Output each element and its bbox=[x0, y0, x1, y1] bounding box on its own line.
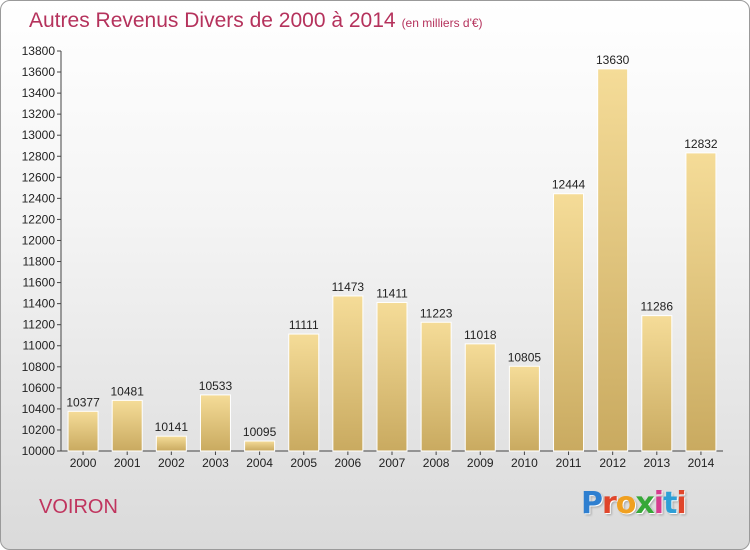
bar bbox=[464, 343, 496, 452]
y-tick-label: 11000 bbox=[23, 339, 56, 353]
chart-axes: 10000 10200 10400 10600 10800 11000 11200 11400… bbox=[22, 44, 723, 470]
y-tick-label: 11400 bbox=[23, 297, 56, 311]
bar bbox=[597, 68, 629, 452]
bar bbox=[155, 435, 187, 452]
bar bbox=[508, 365, 540, 452]
y-tick-label: 12600 bbox=[22, 170, 56, 184]
bar bbox=[332, 295, 364, 452]
x-tick-label: 2013 bbox=[643, 456, 670, 470]
y-tick-label: 10400 bbox=[22, 402, 56, 416]
y-tick-label: 10000 bbox=[22, 444, 56, 458]
x-tick-label: 2012 bbox=[599, 456, 626, 470]
x-tick-label: 2001 bbox=[114, 456, 141, 470]
data-label: 10095 bbox=[243, 425, 277, 439]
x-tick-label: 2014 bbox=[688, 456, 715, 470]
chart-bars bbox=[67, 68, 717, 452]
y-tick-label: 11600 bbox=[23, 276, 56, 290]
y-tick-label: 12400 bbox=[22, 191, 56, 205]
bar bbox=[420, 321, 452, 452]
chart-title-text: Autres Revenus Divers de 2000 à 2014 bbox=[29, 9, 396, 32]
x-tick-label: 2005 bbox=[290, 456, 317, 470]
x-tick-label: 2009 bbox=[467, 456, 494, 470]
x-tick-label: 2006 bbox=[335, 456, 362, 470]
y-tick-label: 13200 bbox=[22, 107, 56, 121]
x-tick-label: 2008 bbox=[423, 456, 450, 470]
y-tick-label: 10800 bbox=[22, 360, 56, 374]
bar bbox=[67, 410, 99, 452]
data-label: 10805 bbox=[508, 350, 542, 364]
data-label: 13630 bbox=[596, 53, 630, 67]
bar bbox=[244, 440, 276, 452]
data-label: 10141 bbox=[155, 420, 189, 434]
y-tick-label: 11800 bbox=[23, 255, 56, 269]
y-tick-label: 11200 bbox=[23, 318, 56, 332]
data-label: 10481 bbox=[111, 384, 145, 398]
bar bbox=[111, 399, 143, 452]
y-tick-label: 10200 bbox=[22, 423, 56, 437]
data-label: 10377 bbox=[66, 395, 100, 409]
y-tick-label: 13800 bbox=[22, 44, 56, 58]
data-label: 11018 bbox=[464, 328, 497, 342]
bar bbox=[553, 193, 585, 452]
bar bbox=[641, 315, 673, 452]
y-tick-label: 10600 bbox=[22, 381, 56, 395]
data-label: 11473 bbox=[332, 280, 365, 294]
x-tick-label: 2002 bbox=[158, 456, 185, 470]
data-label: 12444 bbox=[552, 178, 586, 192]
bar bbox=[685, 152, 717, 452]
town-name: VOIRON bbox=[39, 496, 118, 518]
x-tick-label: 2004 bbox=[246, 456, 273, 470]
y-tick-label: 13400 bbox=[22, 86, 56, 100]
y-tick-label: 12200 bbox=[22, 212, 56, 226]
chart-title: Autres Revenus Divers de 2000 à 2014 (en … bbox=[29, 9, 483, 33]
data-label: 11111 bbox=[289, 318, 319, 332]
bar bbox=[376, 301, 408, 452]
data-label: 11411 bbox=[376, 286, 408, 300]
data-label: 11286 bbox=[641, 300, 674, 314]
x-tick-label: 2000 bbox=[70, 456, 97, 470]
chart-data-labels: 10377 10481 10141 10533 10095 11111 11473 11411… bbox=[66, 53, 718, 439]
x-tick-label: 2003 bbox=[202, 456, 229, 470]
data-label: 10533 bbox=[199, 379, 233, 393]
x-tick-label: 2010 bbox=[511, 456, 538, 470]
x-tick-label: 2007 bbox=[379, 456, 406, 470]
y-tick-label: 13600 bbox=[22, 65, 56, 79]
data-label: 11223 bbox=[420, 306, 453, 320]
bar bbox=[199, 394, 231, 452]
y-tick-label: 13000 bbox=[22, 128, 56, 142]
x-tick-label: 2011 bbox=[556, 456, 582, 470]
y-tick-label: 12800 bbox=[22, 149, 56, 163]
chart-title-unit: (en milliers d'€) bbox=[401, 16, 483, 30]
y-tick-label: 12000 bbox=[22, 233, 56, 247]
data-label: 12832 bbox=[684, 137, 718, 151]
proxiti-logo: Proxiti bbox=[581, 486, 687, 521]
bar bbox=[288, 333, 320, 452]
